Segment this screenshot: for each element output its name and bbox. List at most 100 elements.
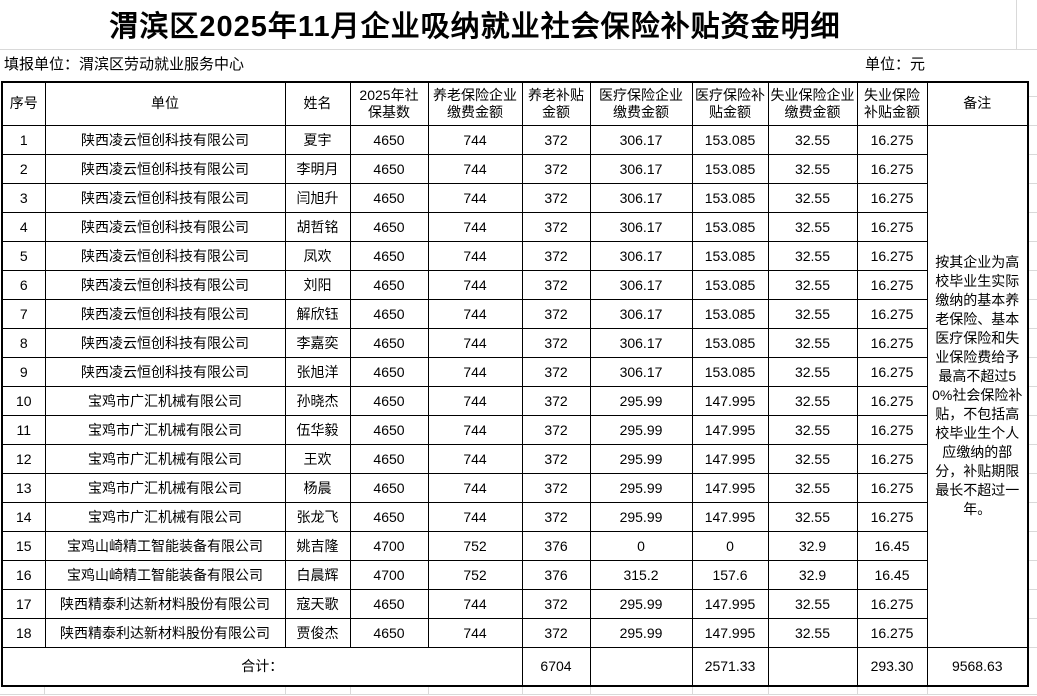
info-row: 填报单位：渭滨区劳动就业服务中心 单位：元 bbox=[0, 53, 1027, 77]
cell-base: 4650 bbox=[349, 269, 429, 300]
cell-pension-subsidy: 372 bbox=[521, 472, 591, 503]
cell-serial: 4 bbox=[1, 211, 46, 242]
cell-medical-payment: 295.99 bbox=[589, 414, 693, 445]
sheet-gridline-stub bbox=[1028, 212, 1037, 213]
cell-base: 4650 bbox=[349, 472, 429, 503]
cell-unemployment-payment: 32.55 bbox=[767, 327, 858, 358]
cell-medical-subsidy: 147.995 bbox=[691, 472, 769, 503]
cell-pension-payment: 752 bbox=[427, 559, 523, 590]
cell-unemployment-payment: 32.55 bbox=[767, 153, 858, 184]
cell-pension-payment: 744 bbox=[427, 588, 523, 619]
cell-pension-payment: 744 bbox=[427, 472, 523, 503]
cell-unemployment-subsidy: 16.275 bbox=[856, 443, 928, 474]
cell-name: 王欢 bbox=[284, 443, 351, 474]
cell-unemployment-subsidy: 16.275 bbox=[856, 472, 928, 503]
cell-pension-subsidy: 372 bbox=[521, 153, 591, 184]
cell-serial: 2 bbox=[1, 153, 46, 184]
cell-pension-subsidy: 372 bbox=[521, 240, 591, 271]
cell-unemployment-payment: 32.55 bbox=[767, 617, 858, 648]
cell-pension-subsidy: 372 bbox=[521, 588, 591, 619]
reporting-unit-label: 填报单位：渭滨区劳动就业服务中心 bbox=[4, 56, 245, 73]
cell-serial: 8 bbox=[1, 327, 46, 358]
cell-name: 解欣钰 bbox=[284, 298, 351, 329]
cell-base: 4650 bbox=[349, 124, 429, 155]
cell-unemployment-payment: 32.55 bbox=[767, 472, 858, 503]
header-col-pension-payment: 养老保险企业缴费金额 bbox=[427, 81, 523, 126]
cell-unemployment-payment: 32.9 bbox=[767, 530, 858, 561]
table-row: 17 陕西精泰利达新材料股份有限公司 寇天歌 4650 744 372 295.99 147.… bbox=[1, 588, 1028, 619]
cell-medical-subsidy: 153.085 bbox=[691, 298, 769, 329]
cell-serial: 17 bbox=[1, 588, 46, 619]
cell-serial: 16 bbox=[1, 559, 46, 590]
cell-pension-payment: 744 bbox=[427, 501, 523, 532]
grand-total-cell: 9568.63 bbox=[926, 646, 1029, 687]
sheet-gridline-horizontal-bottom bbox=[0, 694, 1037, 695]
header-col-medical-subsidy: 医疗保险补贴金额 bbox=[691, 81, 769, 126]
cell-base: 4650 bbox=[349, 153, 429, 184]
table-header-row: 序号 单位 姓名 2025年社保基数 养老保险企业缴费金额 养老补贴金额 医疗保险企业缴费金… bbox=[1, 81, 1029, 126]
cell-name: 夏宇 bbox=[284, 124, 351, 155]
cell-medical-payment: 295.99 bbox=[589, 617, 693, 648]
cell-medical-subsidy: 153.085 bbox=[691, 153, 769, 184]
sheet-gridline-stub bbox=[350, 687, 351, 695]
cell-pension-subsidy: 376 bbox=[521, 530, 591, 561]
cell-pension-subsidy: 376 bbox=[521, 559, 591, 590]
cell-unemployment-subsidy: 16.45 bbox=[856, 530, 928, 561]
cell-serial: 5 bbox=[1, 240, 46, 271]
cell-medical-payment: 306.17 bbox=[589, 124, 693, 155]
table-row: 3 陕西凌云恒创科技有限公司 闫旭升 4650 744 372 306.17 153.085 3… bbox=[1, 182, 1028, 213]
cell-medical-payment: 315.2 bbox=[589, 559, 693, 590]
cell-medical-subsidy: 147.995 bbox=[691, 501, 769, 532]
cell-pension-payment: 744 bbox=[427, 124, 523, 155]
cell-base: 4650 bbox=[349, 327, 429, 358]
header-col-medical-payment: 医疗保险企业缴费金额 bbox=[589, 81, 693, 126]
cell-base: 4650 bbox=[349, 385, 429, 416]
cell-serial: 10 bbox=[1, 385, 46, 416]
cell-medical-payment: 306.17 bbox=[589, 298, 693, 329]
cell-name: 伍华毅 bbox=[284, 414, 351, 445]
cell-company: 陕西凌云恒创科技有限公司 bbox=[44, 182, 286, 213]
table-row: 14 宝鸡市广汇机械有限公司 张龙飞 4650 744 372 295.99 147.995 3… bbox=[1, 501, 1028, 532]
sheet-gridline-stub bbox=[1028, 241, 1037, 242]
cell-serial: 14 bbox=[1, 501, 46, 532]
cell-pension-payment: 744 bbox=[427, 617, 523, 648]
sheet-gridline-stub bbox=[522, 687, 523, 695]
page-title: 渭滨区2025年11月企业吸纳就业社会保险补贴资金明细 bbox=[109, 11, 841, 43]
sheet-gridline-horizontal-top bbox=[0, 49, 1037, 50]
cell-unemployment-payment: 32.55 bbox=[767, 124, 858, 155]
cell-pension-payment: 744 bbox=[427, 211, 523, 242]
cell-unemployment-payment: 32.55 bbox=[767, 501, 858, 532]
cell-medical-subsidy: 157.6 bbox=[691, 559, 769, 590]
cell-company: 陕西凌云恒创科技有限公司 bbox=[44, 240, 286, 271]
cell-base: 4650 bbox=[349, 298, 429, 329]
cell-serial: 7 bbox=[1, 298, 46, 329]
cell-pension-payment: 744 bbox=[427, 240, 523, 271]
table-row: 2 陕西凌云恒创科技有限公司 李明月 4650 744 372 306.17 153.085 3… bbox=[1, 153, 1028, 184]
sheet-gridline-stub bbox=[1028, 299, 1037, 300]
table-row: 8 陕西凌云恒创科技有限公司 李嘉奕 4650 744 372 306.17 153.085 3… bbox=[1, 327, 1028, 358]
cell-company: 陕西凌云恒创科技有限公司 bbox=[44, 153, 286, 184]
sheet-gridline-stub bbox=[768, 687, 769, 695]
cell-medical-payment: 306.17 bbox=[589, 153, 693, 184]
sheet-gridline-stub bbox=[1028, 183, 1037, 184]
cell-unemployment-subsidy: 16.275 bbox=[856, 356, 928, 387]
cell-medical-payment: 306.17 bbox=[589, 327, 693, 358]
table-row: 7 陕西凌云恒创科技有限公司 解欣钰 4650 744 372 306.17 153.085 3… bbox=[1, 298, 1028, 329]
sheet-gridline-stub bbox=[428, 687, 429, 695]
sheet-gridline-stub bbox=[1028, 125, 1037, 126]
cell-medical-payment: 306.17 bbox=[589, 269, 693, 300]
sheet-gridline-stub bbox=[1028, 589, 1037, 590]
cell-company: 宝鸡山崎精工智能装备有限公司 bbox=[44, 559, 286, 590]
cell-base: 4650 bbox=[349, 211, 429, 242]
cell-unemployment-subsidy: 16.275 bbox=[856, 124, 928, 155]
cell-serial: 1 bbox=[1, 124, 46, 155]
header-col-name: 姓名 bbox=[284, 81, 351, 126]
cell-base: 4700 bbox=[349, 559, 429, 590]
cell-base: 4650 bbox=[349, 617, 429, 648]
cell-pension-payment: 744 bbox=[427, 153, 523, 184]
cell-medical-subsidy: 147.995 bbox=[691, 588, 769, 619]
cell-unemployment-subsidy: 16.275 bbox=[856, 153, 928, 184]
table-row: 13 宝鸡市广汇机械有限公司 杨晨 4650 744 372 295.99 147.995 32… bbox=[1, 472, 1028, 503]
header-col-base: 2025年社保基数 bbox=[349, 81, 429, 126]
cell-company: 陕西精泰利达新材料股份有限公司 bbox=[44, 617, 286, 648]
